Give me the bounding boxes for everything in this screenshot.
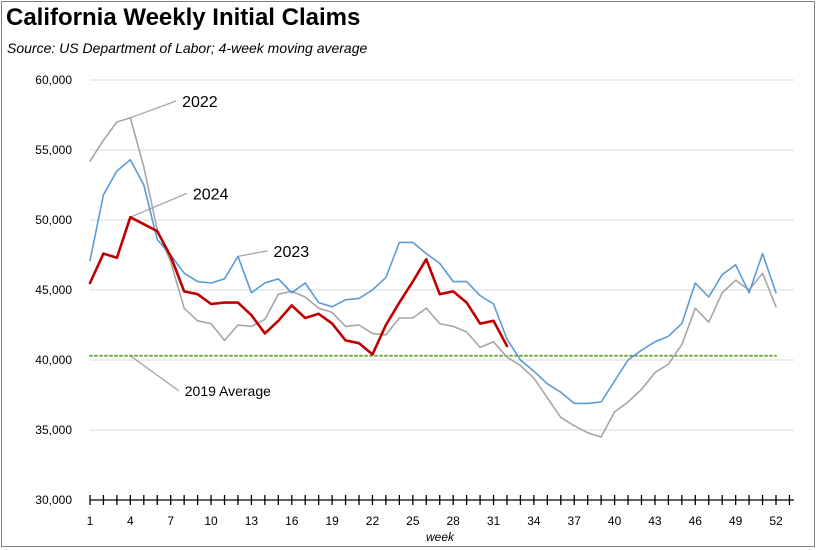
x-axis [89,495,794,505]
x-tick-label: 1 [87,514,94,528]
x-tick-label: 46 [689,514,703,528]
y-tick-label: 45,000 [35,283,72,297]
annotation-leaders [129,100,268,392]
annotation-label: 2019 Average [185,383,271,399]
x-tick-label: 49 [729,514,743,528]
series-line-2023 [89,159,777,405]
x-tick-label: 34 [527,514,541,528]
annotation-labels: 2022 2024 2023 2019 Average [182,94,309,399]
gridlines [90,79,794,431]
series-lines [88,117,777,438]
y-tick-label: 50,000 [35,213,72,227]
x-tick-label: 52 [769,514,783,528]
y-tick-label: 55,000 [35,143,72,157]
annotation-leader [129,355,180,392]
x-tick-label: 7 [167,514,174,528]
series-line-2024 [88,215,509,356]
x-tick-label: 22 [366,514,380,528]
x-tick-label: 13 [245,514,259,528]
x-tick-label: 31 [487,514,501,528]
annotation-label: 2023 [274,244,310,261]
x-tick-label: 43 [648,514,662,528]
annotation-leader [237,250,268,258]
annotation-leader [130,192,188,218]
x-tick-label: 25 [406,514,420,528]
annotation-leader [130,100,177,119]
x-tick-label: 28 [446,514,460,528]
y-tick-label: 60,000 [35,73,72,87]
x-axis-label: week [426,530,455,544]
x-tick-label: 10 [204,514,218,528]
annotation-label: 2024 [193,186,229,203]
x-tick-label: 19 [325,514,339,528]
chart-title: California Weekly Initial Claims [6,4,361,31]
annotation-label: 2022 [182,94,218,111]
y-tick-label: 30,000 [35,493,72,507]
x-axis-tick-labels: 1 4 7 10 13 16 19 22 25 28 31 34 37 40 43 46 49 52 [87,514,783,528]
y-tick-label: 35,000 [35,423,72,437]
series-line-2022 [89,117,777,438]
x-tick-label: 37 [568,514,582,528]
chart-subtitle: Source: US Department of Labor; 4-week m… [7,40,368,56]
y-axis-tick-labels: 30,000 35,000 40,000 45,000 50,000 55,000 60,0… [35,73,72,507]
y-tick-label: 40,000 [35,353,72,367]
x-tick-label: 16 [285,514,299,528]
x-tick-label: 4 [127,514,134,528]
x-tick-label: 40 [608,514,622,528]
